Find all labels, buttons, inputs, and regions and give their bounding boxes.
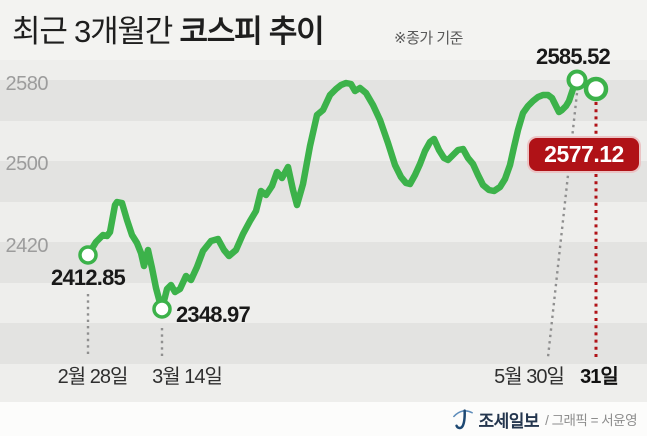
peak-value-label: 2585.52: [536, 44, 611, 69]
data-point-marker: [583, 76, 609, 102]
data-point-marker: [152, 299, 172, 319]
page-title-emphasis: 코스피 추이: [179, 14, 324, 49]
kospi-price-line: [84, 76, 600, 313]
footer-credit-bar: 조세일보 / 그래픽 = 서윤영: [0, 402, 647, 436]
graphic-credit: / 그래픽 = 서윤영: [545, 413, 637, 428]
y-axis-tick-2420: 2420: [5, 235, 49, 257]
page-title-prefix: 최근 3개월간: [12, 14, 180, 49]
data-point-marker: [566, 69, 588, 91]
x-axis-label-may30: 5월 30일: [494, 366, 565, 388]
page-title: 최근 3개월간 코스피 추이: [12, 6, 325, 51]
date-guide-line: [546, 92, 579, 358]
publisher-name: 조세일보: [478, 411, 540, 431]
x-axis-label-may31: 31일: [580, 366, 619, 388]
closing-price-basis-note: ※종가 기준: [394, 30, 463, 47]
y-axis-tick-2580: 2580: [5, 73, 49, 95]
y-axis-tick-2500: 2500: [5, 153, 49, 175]
low-value-label: 2348.97: [176, 302, 251, 327]
x-axis-label-feb28: 2월 28일: [57, 366, 129, 388]
latest-close-badge: 2577.12: [527, 136, 641, 173]
background-stripe: [0, 323, 647, 364]
background-stripe: [0, 242, 647, 283]
background-stripe: [0, 80, 647, 121]
x-axis-label-mar14: 3월 14일: [152, 366, 223, 388]
data-point-marker: [78, 245, 98, 265]
chart-plot-area: [0, 60, 647, 402]
start-value-label: 2412.85: [51, 265, 126, 290]
publisher-logo-icon: [452, 409, 473, 430]
